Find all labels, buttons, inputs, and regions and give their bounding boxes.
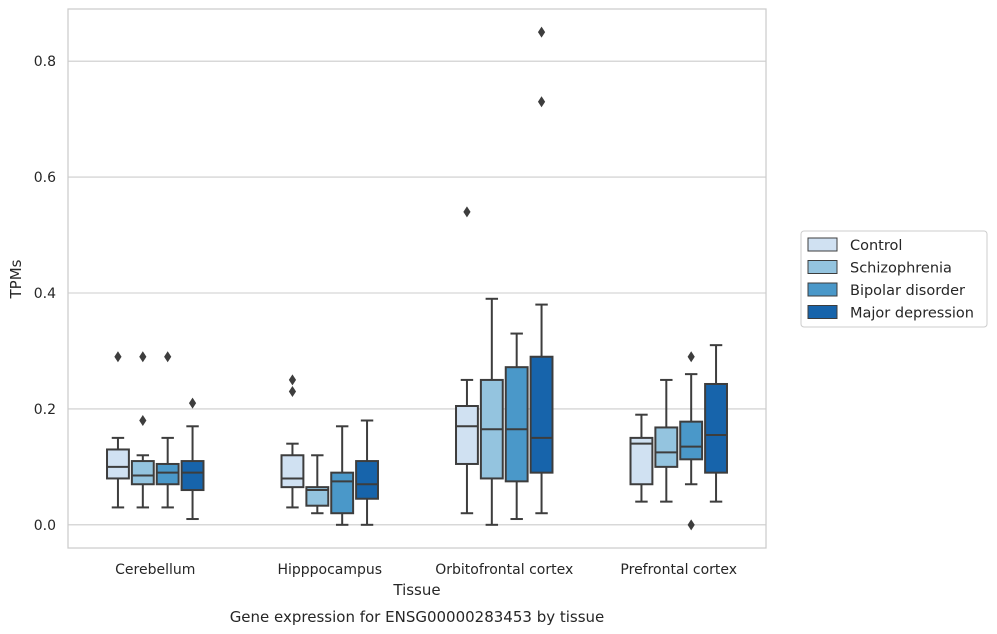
box-iqr — [130, 460, 155, 486]
outlier-point — [537, 96, 546, 108]
legend-swatch — [807, 305, 838, 319]
outlier-point — [463, 206, 471, 218]
legend-frame — [800, 230, 988, 328]
x-tick-label: Orbitofrontal cortex — [435, 562, 573, 578]
legend-label: Bipolar disorder — [850, 283, 965, 299]
box-major-depression-1 — [355, 419, 379, 526]
legend-swatch — [807, 260, 838, 274]
box-groups — [106, 26, 728, 531]
box-iqr — [504, 366, 529, 483]
box-iqr — [155, 462, 180, 486]
x-tick-label: Prefrontal cortex — [620, 562, 737, 578]
y-axis-label: TPMs — [7, 259, 25, 299]
x-axis-label: Tissue — [392, 581, 440, 599]
y-tick-label: 0.8 — [34, 54, 56, 70]
legend-label: Control — [850, 238, 902, 254]
outlier-point — [537, 26, 546, 38]
box-schizophrenia-0 — [130, 351, 155, 509]
legend-swatch — [807, 282, 838, 297]
grid-lines — [68, 60, 766, 526]
box-control-0 — [106, 351, 130, 509]
outlier-point — [687, 351, 695, 363]
box-iqr — [529, 355, 554, 474]
outlier-point — [164, 351, 172, 363]
box-bipolar-disorder-3 — [679, 351, 704, 531]
y-tick-labels: 0.0 0.2 0.4 0.6 0.8 — [34, 54, 56, 534]
outlier-point — [687, 519, 695, 531]
chart-caption: Gene expression for ENSG00000283453 by t… — [230, 608, 605, 626]
x-tick-label: Cerebellum — [115, 562, 195, 578]
plot-frame — [67, 8, 767, 549]
box-major-depression-2 — [529, 26, 554, 515]
outlier-point — [139, 414, 147, 426]
box-iqr — [654, 426, 679, 468]
box-iqr — [305, 486, 330, 507]
box-iqr — [455, 405, 479, 465]
box-schizophrenia-1 — [305, 454, 330, 515]
y-tick-label: 0.2 — [34, 402, 56, 418]
x-tick-label: Hipppocampus — [277, 562, 382, 578]
legend: Control Schizophrenia Bipolar disorder Majo… — [800, 230, 988, 328]
box-iqr — [704, 382, 728, 474]
box-iqr — [280, 454, 305, 489]
box-bipolar-disorder-1 — [330, 425, 355, 526]
box-control-3 — [629, 413, 654, 503]
y-tick-label: 0.6 — [34, 170, 56, 186]
y-tick-label: 0.0 — [34, 518, 56, 534]
box-iqr — [629, 436, 654, 486]
box-major-depression-3 — [704, 344, 728, 503]
x-tick-labels: Cerebellum Hipppocampus Orbitofrontal cort… — [115, 562, 737, 578]
box-iqr — [355, 460, 379, 500]
outlier-point — [114, 351, 122, 363]
box-bipolar-disorder-2 — [504, 332, 529, 521]
box-iqr — [180, 460, 205, 492]
outlier-point — [188, 397, 197, 409]
box-schizophrenia-2 — [479, 297, 504, 526]
box-iqr — [106, 448, 130, 480]
legend-label: Schizophrenia — [850, 261, 952, 277]
box-major-depression-0 — [180, 397, 205, 521]
legend-label: Major depression — [850, 306, 974, 322]
box-control-2 — [455, 206, 479, 515]
outlier-point — [288, 374, 297, 386]
box-iqr — [330, 471, 355, 515]
outlier-point — [139, 351, 147, 363]
box-control-1 — [280, 374, 305, 509]
box-bipolar-disorder-0 — [155, 351, 180, 509]
y-tick-label: 0.4 — [34, 286, 56, 302]
box-iqr — [679, 420, 704, 461]
outlier-point — [288, 386, 297, 398]
box-schizophrenia-3 — [654, 378, 679, 503]
legend-swatch — [807, 237, 838, 252]
